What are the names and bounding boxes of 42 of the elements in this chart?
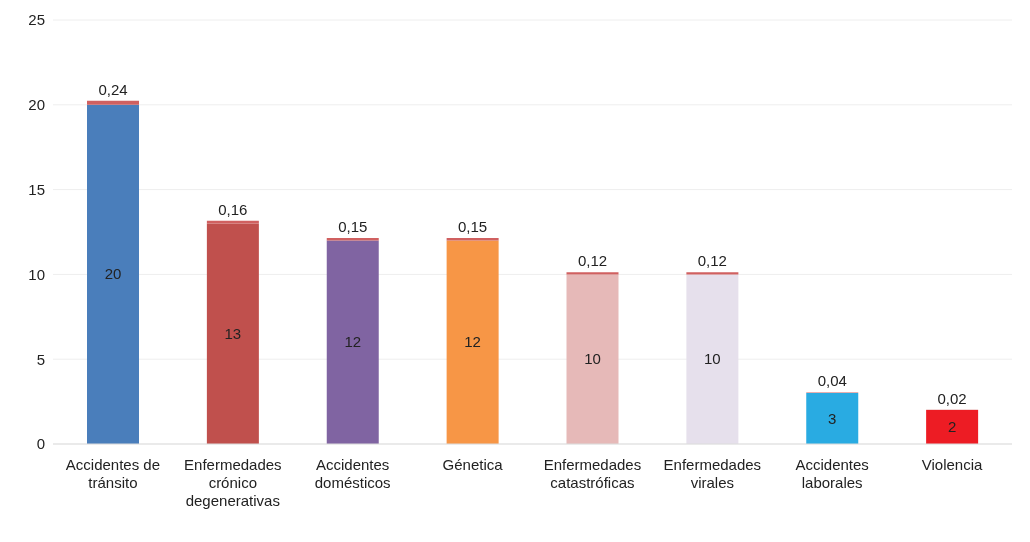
data-label: 0,02 (937, 389, 967, 407)
data-label: 12 (464, 333, 481, 351)
x-tick-label: Génetica (442, 456, 504, 473)
y-tick-label: 5 (36, 350, 45, 368)
bar (926, 410, 979, 444)
bar (206, 220, 259, 224)
data-label: 2 (947, 418, 957, 436)
bar (686, 272, 739, 275)
x-tick-label: Accidentes de tránsito (65, 456, 161, 491)
y-tick-label: 15 (28, 180, 45, 198)
data-label: 0,15 (458, 217, 488, 235)
data-label: 0,04 (817, 372, 847, 390)
bar (806, 393, 859, 444)
data-label: 10 (584, 350, 601, 368)
y-tick-label: 25 (28, 11, 45, 29)
data-label: 0,15 (338, 217, 368, 235)
bar (446, 240, 499, 444)
bar (206, 223, 259, 444)
bar (87, 104, 139, 444)
x-tick-label: Enfermedades virales (663, 456, 762, 491)
data-label: 3 (828, 409, 837, 427)
bar (566, 272, 619, 275)
data-label: 0,12 (697, 252, 727, 270)
data-label: 0,24 (98, 80, 128, 98)
data-label: 20 (104, 265, 122, 283)
y-tick-label: 20 (28, 96, 45, 114)
data-label: 13 (224, 324, 242, 342)
data-label: 0,16 (218, 200, 248, 218)
y-tick-label: 0 (36, 435, 45, 453)
data-label: 10 (704, 350, 721, 368)
data-label: 12 (344, 333, 362, 351)
x-tick-label: Accidentes laborales (795, 456, 869, 491)
y-tick-label: 10 (28, 265, 45, 283)
x-tick-label: Enfermedades crónico degenerativas (184, 456, 282, 509)
x-tick-label: Accidentes domésticos (314, 456, 391, 491)
data-label: 0,12 (577, 252, 608, 270)
bar (686, 274, 739, 444)
bar (566, 274, 619, 444)
bar (87, 100, 139, 105)
bar (326, 240, 379, 444)
x-tick-label: Enfermedades catastróficas (543, 456, 642, 491)
x-tick-label: Violencia (921, 456, 984, 473)
